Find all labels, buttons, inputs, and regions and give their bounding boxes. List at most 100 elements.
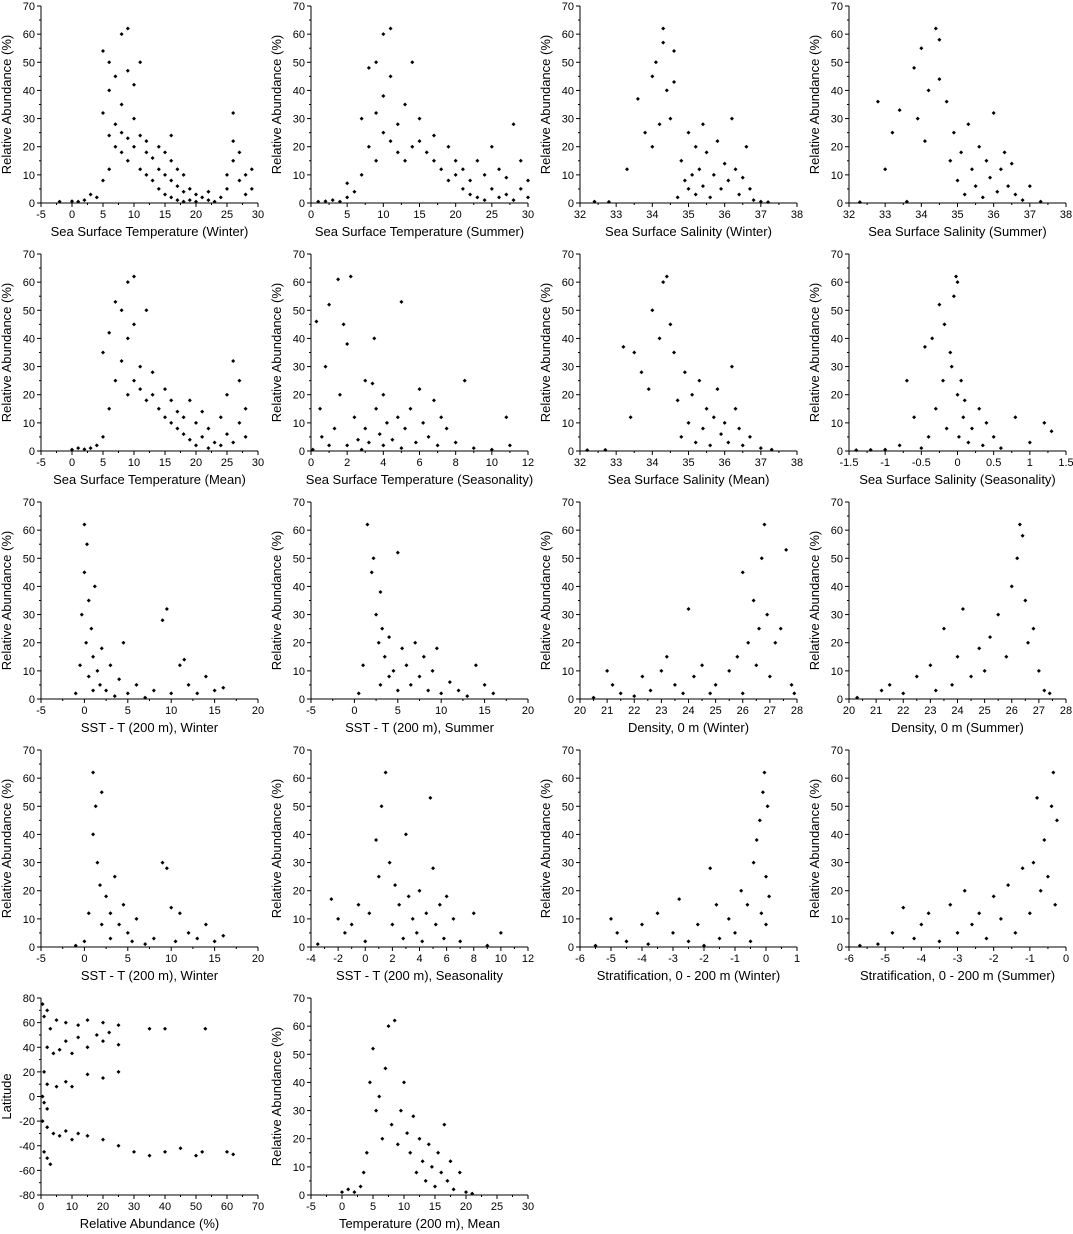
x-tick-label: 50 xyxy=(190,1201,202,1213)
data-point xyxy=(243,192,248,197)
data-point xyxy=(119,358,124,363)
scatter-panel-17: -80 -60 -40 -20 0 20 40 60 80 0 10 20 30 40 50 60 70 Rela… xyxy=(0,993,264,1231)
data-point xyxy=(187,198,192,203)
data-point xyxy=(225,392,229,397)
data-point xyxy=(132,1149,136,1154)
data-point xyxy=(45,1082,50,1087)
data-point xyxy=(99,790,104,795)
x-tick-label: 0 xyxy=(763,953,769,965)
data-point xyxy=(381,130,386,135)
y-tick-label: 70 xyxy=(23,249,35,261)
data-point xyxy=(383,1066,388,1071)
data-point xyxy=(729,116,734,121)
data-point xyxy=(855,695,860,700)
data-point xyxy=(94,195,99,200)
y-tick-label: 10 xyxy=(831,666,843,678)
y-tick-label: 10 xyxy=(562,170,574,182)
data-point xyxy=(708,866,713,871)
data-point xyxy=(962,398,967,403)
data-point xyxy=(518,158,523,163)
data-point xyxy=(702,943,706,948)
data-point xyxy=(150,392,155,397)
data-point xyxy=(1013,192,1018,197)
x-tick-label: 15 xyxy=(429,1201,441,1213)
x-tick-label: 25 xyxy=(221,209,233,221)
data-point xyxy=(63,1020,68,1025)
y-tick-label: 70 xyxy=(562,1,574,13)
data-point xyxy=(740,175,745,180)
y-tick-label: 20 xyxy=(293,638,305,650)
x-tick-label: 0 xyxy=(954,457,960,469)
x-tick-label: 0 xyxy=(69,457,75,469)
data-point xyxy=(973,184,978,189)
data-point xyxy=(119,150,124,155)
y-tick-label: 50 xyxy=(293,801,305,813)
data-point xyxy=(1042,688,1047,693)
x-tick-label: 15 xyxy=(208,953,220,965)
data-point xyxy=(345,342,350,347)
x-tick-label: 32 xyxy=(843,209,855,221)
y-tick-label: 20 xyxy=(831,638,843,650)
data-point xyxy=(686,420,691,425)
y-tick-label: 60 xyxy=(562,29,574,41)
data-point xyxy=(356,691,361,696)
data-point xyxy=(489,144,494,149)
x-tick-label: 30 xyxy=(252,457,264,469)
data-point xyxy=(740,443,745,448)
data-point xyxy=(318,406,323,411)
y-tick-label: 70 xyxy=(293,497,305,509)
data-point xyxy=(944,426,949,431)
x-tick-label: 4 xyxy=(380,457,386,469)
data-point xyxy=(42,1100,47,1105)
x-tick-label: 70 xyxy=(252,1201,264,1213)
data-point xyxy=(186,682,191,687)
x-tick-label: 20 xyxy=(190,209,202,221)
data-point xyxy=(181,415,186,420)
data-point xyxy=(178,1146,183,1151)
data-point xyxy=(445,1178,450,1183)
data-point xyxy=(439,167,444,172)
data-point xyxy=(439,415,444,420)
data-point xyxy=(1026,640,1031,645)
y-tick-label: 50 xyxy=(293,1049,305,1061)
x-tick-label: 0 xyxy=(308,457,314,469)
x-tick-label: 2 xyxy=(389,953,395,965)
x-tick-label: 25 xyxy=(486,209,498,221)
data-point xyxy=(138,387,143,392)
data-point xyxy=(99,646,104,651)
data-point xyxy=(156,144,161,149)
data-point xyxy=(86,598,91,603)
data-point xyxy=(1020,533,1025,538)
y-tick-label: 0 xyxy=(29,1092,35,1104)
data-point xyxy=(969,167,974,172)
y-tick-label: 70 xyxy=(293,745,305,757)
y-tick-label: 50 xyxy=(23,305,35,317)
data-point xyxy=(138,167,143,172)
data-point xyxy=(423,1178,428,1183)
data-point xyxy=(420,1159,425,1164)
y-tick-label: 10 xyxy=(293,1162,305,1174)
x-tick-label: 0 xyxy=(339,1201,345,1213)
data-point xyxy=(919,446,924,451)
y-tick-label: 40 xyxy=(831,333,843,345)
data-point xyxy=(708,691,713,696)
data-point xyxy=(345,195,350,200)
y-axis-title: Relative Abundance (%) xyxy=(269,531,284,670)
y-tick-label: 70 xyxy=(23,497,35,509)
data-point xyxy=(342,930,347,935)
data-point xyxy=(682,370,687,375)
y-axis-title: Relative Abundance (%) xyxy=(0,779,14,918)
data-point xyxy=(390,922,395,927)
data-point xyxy=(413,440,418,445)
data-point xyxy=(249,186,254,191)
data-point xyxy=(76,1035,81,1040)
y-tick-label: 60 xyxy=(293,1021,305,1033)
data-point xyxy=(767,674,772,679)
data-point xyxy=(94,1032,99,1037)
y-tick-label: 70 xyxy=(23,1,35,13)
x-tick-label: 10 xyxy=(486,457,498,469)
y-tick-label: 0 xyxy=(299,694,305,706)
data-point xyxy=(762,522,767,527)
data-point xyxy=(388,74,393,79)
